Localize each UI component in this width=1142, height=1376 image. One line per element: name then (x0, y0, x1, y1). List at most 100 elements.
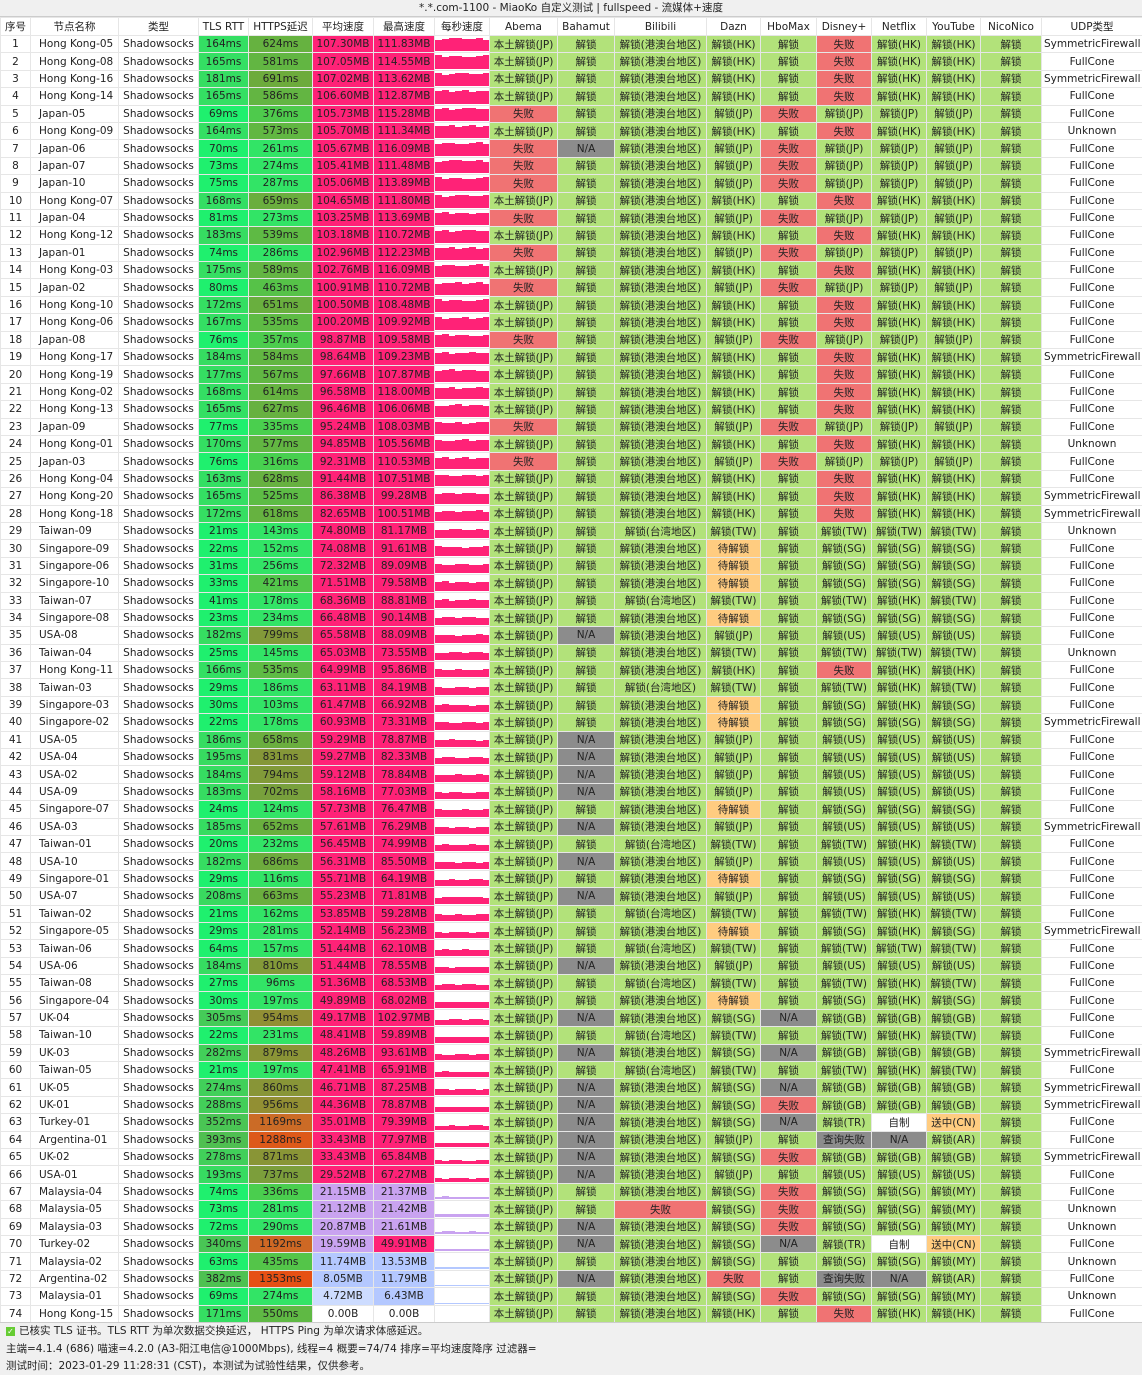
protocol-type-cell: Shadowsocks (119, 36, 199, 53)
abema-cell: 本土解锁(JP) (490, 801, 558, 818)
abema-cell: 失败 (490, 331, 558, 348)
column-header[interactable]: 序号 (1, 18, 31, 36)
column-header[interactable]: 节点名称 (31, 18, 119, 36)
sparkline-bar (442, 1179, 449, 1182)
column-header[interactable]: 平均速度 (313, 18, 374, 36)
abema-cell: 本土解锁(JP) (490, 70, 558, 87)
sparkline-bar (476, 264, 483, 277)
column-header[interactable]: Bahamut (558, 18, 615, 36)
column-header[interactable]: HTTPS延迟 (249, 18, 313, 36)
column-header[interactable]: 每秒速度 (435, 18, 490, 36)
column-header[interactable]: UDP类型 (1042, 18, 1142, 36)
column-header[interactable]: YouTube (927, 18, 981, 36)
netflix-cell: 解锁(HK) (872, 53, 927, 70)
column-header[interactable]: HboMax (761, 18, 817, 36)
column-header[interactable]: 最高速度 (374, 18, 435, 36)
column-header[interactable]: Bilibili (615, 18, 707, 36)
column-header[interactable]: Abema (490, 18, 558, 36)
sparkline-bar (469, 915, 476, 921)
column-header[interactable]: Netflix (872, 18, 927, 36)
column-header[interactable]: 类型 (119, 18, 199, 36)
column-header[interactable]: NicoNico (981, 18, 1042, 36)
column-header[interactable]: Disney+ (817, 18, 872, 36)
column-header[interactable]: TLS RTT (199, 18, 249, 36)
column-header[interactable]: Dazn (707, 18, 761, 36)
